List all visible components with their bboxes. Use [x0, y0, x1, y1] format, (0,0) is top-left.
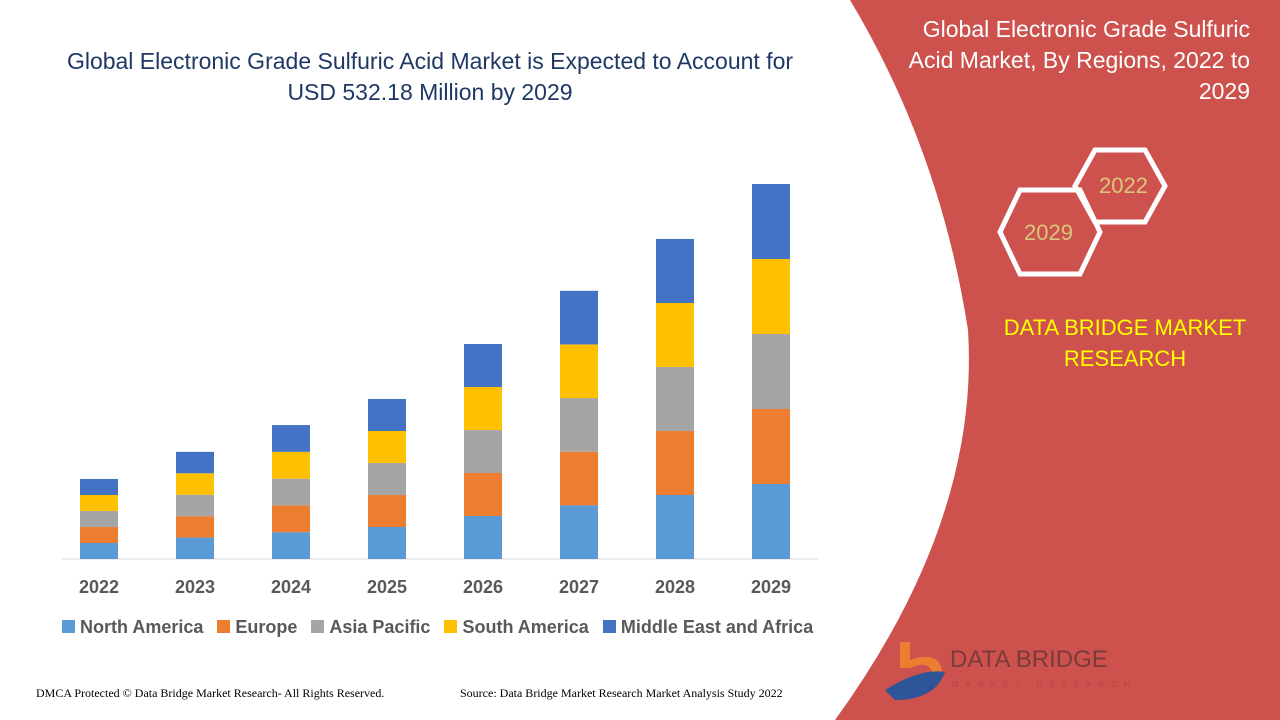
bar-2028-north-america: [656, 494, 694, 559]
chart-title: Global Electronic Grade Sulfuric Acid Ma…: [66, 48, 794, 105]
hexagon-2029: [997, 187, 1103, 277]
x-tick-2025: 2025: [367, 577, 407, 597]
bar-2022-middle-east-and-africa: [80, 478, 118, 495]
legend-item-europe: Europe: [217, 617, 297, 638]
x-tick-2023: 2023: [175, 577, 215, 597]
bar-2029-europe: [752, 409, 790, 484]
x-tick-2026: 2026: [463, 577, 503, 597]
logo-mark: [885, 642, 945, 700]
bar-2028-south-america: [656, 302, 694, 367]
bar-2022-europe: [80, 526, 118, 543]
brand-text: DATA BRIDGE MARKET RESEARCH: [1003, 315, 1247, 371]
bar-2022-south-america: [80, 494, 118, 511]
bar-2029-middle-east-and-africa: [752, 184, 790, 259]
bar-2028-europe: [656, 430, 694, 495]
legend-item-mea: Middle East and Africa: [602, 617, 813, 638]
hex-label-2029: 2029: [1024, 220, 1073, 245]
bar-2029-north-america: [752, 484, 790, 559]
bar-2029-asia-pacific: [752, 334, 790, 409]
bar-2026-europe: [464, 473, 502, 517]
bar-2025-asia-pacific: [368, 462, 406, 495]
bar-2025-south-america: [368, 430, 406, 463]
bar-2024-north-america: [272, 532, 310, 559]
legend-item-north-america: North America: [62, 617, 203, 638]
bar-2023-south-america: [176, 473, 214, 495]
bar-2025-middle-east-and-africa: [368, 398, 406, 431]
bar-2023-asia-pacific: [176, 494, 214, 517]
bar-2028-middle-east-and-africa: [656, 238, 694, 303]
bar-2026-asia-pacific: [464, 430, 502, 474]
legend-item-asia-pacific: Asia Pacific: [311, 617, 430, 638]
bar-2026-south-america: [464, 387, 502, 431]
bar-2024-asia-pacific: [272, 478, 310, 506]
bar-2024-south-america: [272, 451, 310, 479]
logo-name: DATA BRIDGE: [950, 646, 1108, 673]
x-tick-2027: 2027: [559, 577, 599, 597]
logo-sub: MARKET RESEARCH: [952, 680, 1137, 689]
bar-2022-asia-pacific: [80, 510, 118, 527]
bar-2025-europe: [368, 494, 406, 527]
bar-2027-north-america: [560, 505, 598, 559]
bar-2024-middle-east-and-africa: [272, 425, 310, 452]
footer-copyright: DMCA Protected © Data Bridge Market Rese…: [36, 686, 385, 700]
bar-2029-south-america: [752, 259, 790, 334]
legend-item-south-america: South America: [444, 617, 589, 638]
hex-label-2022: 2022: [1099, 173, 1148, 198]
bar-2023-north-america: [176, 537, 214, 559]
side-panel: [835, 0, 1280, 720]
bar-2023-middle-east-and-africa: [176, 451, 214, 474]
bar-2022-north-america: [80, 542, 118, 559]
bar-2027-asia-pacific: [560, 398, 598, 452]
side-title: Global Electronic Grade Sulfuric Acid Ma…: [908, 16, 1250, 104]
x-tick-2022: 2022: [79, 577, 119, 597]
bar-2024-europe: [272, 505, 310, 533]
bar-2025-north-america: [368, 526, 406, 559]
x-tick-2029: 2029: [751, 577, 791, 597]
x-tick-2028: 2028: [655, 577, 695, 597]
bar-2027-europe: [560, 451, 598, 506]
footer-source: Source: Data Bridge Market Research Mark…: [460, 686, 783, 700]
bar-2026-north-america: [464, 516, 502, 559]
bar-2026-middle-east-and-africa: [464, 344, 502, 388]
bar-2023-europe: [176, 516, 214, 538]
x-tick-2024: 2024: [271, 577, 311, 597]
legend: North America Europe Asia Pacific South …: [62, 617, 813, 638]
hexagon-2022: [1072, 147, 1168, 225]
bar-2027-middle-east-and-africa: [560, 290, 598, 345]
bar-2027-south-america: [560, 344, 598, 399]
bar-2028-asia-pacific: [656, 366, 694, 431]
